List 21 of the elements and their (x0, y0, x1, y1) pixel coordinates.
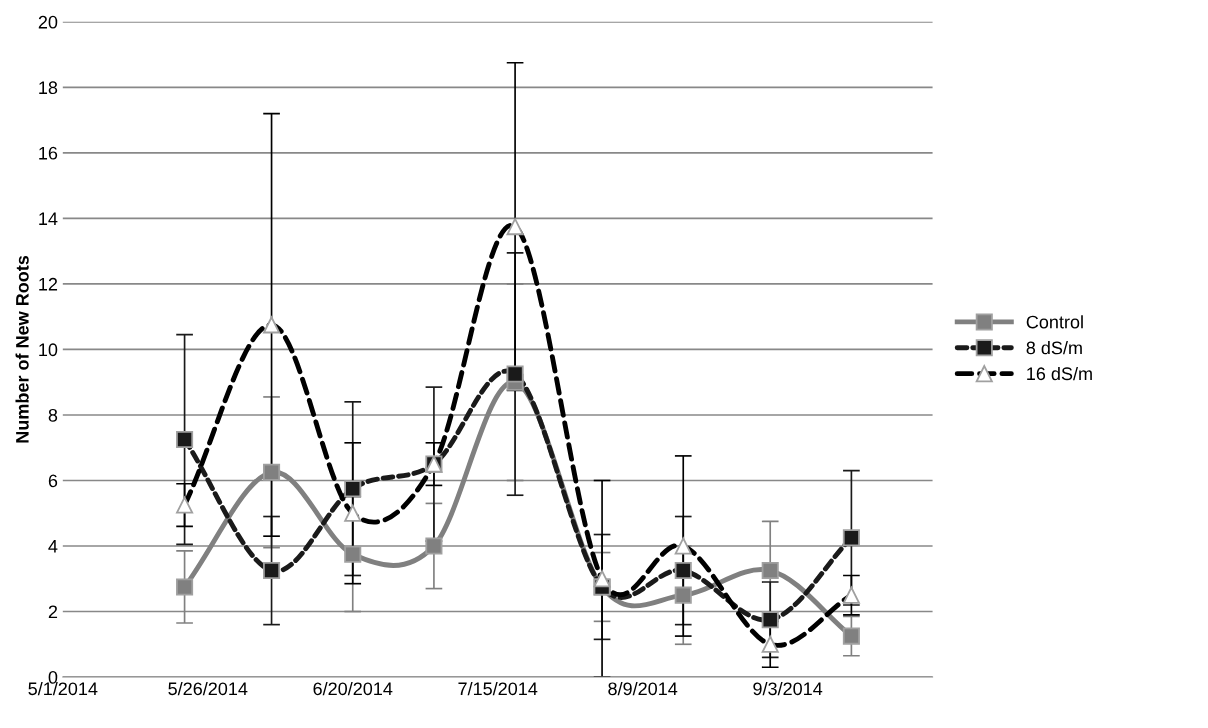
y-tick-label: 14 (39, 212, 58, 225)
y-tick-label: 0 (48, 670, 58, 684)
legend-label: 16 dS/m (1027, 366, 1092, 381)
y-tick-label: 18 (39, 81, 58, 95)
y-tick-label: 4 (48, 540, 58, 553)
y-tick-label: 12 (39, 277, 58, 291)
x-tick-label: 5/26/2014 (168, 681, 248, 696)
x-tick-label: 5/1/2014 (28, 681, 98, 696)
x-tick-label: 7/15/2014 (458, 681, 538, 696)
y-tick-label: 10 (39, 343, 58, 357)
x-tick-label: 8/9/2014 (608, 681, 678, 696)
y-axis-title: Number of New Roots (15, 255, 29, 443)
y-tick-label: 8 (48, 408, 58, 422)
y-tick-label: 16 (39, 146, 58, 160)
x-tick-label: 9/3/2014 (753, 681, 823, 696)
y-tick-label: 6 (48, 474, 58, 488)
x-tick-label: 6/20/2014 (313, 681, 393, 696)
y-tick-label: 2 (48, 605, 58, 619)
legend-label: Control (1026, 315, 1083, 329)
legend-label: 8 dS/m (1026, 341, 1082, 355)
y-tick-label: 20 (38, 15, 58, 29)
